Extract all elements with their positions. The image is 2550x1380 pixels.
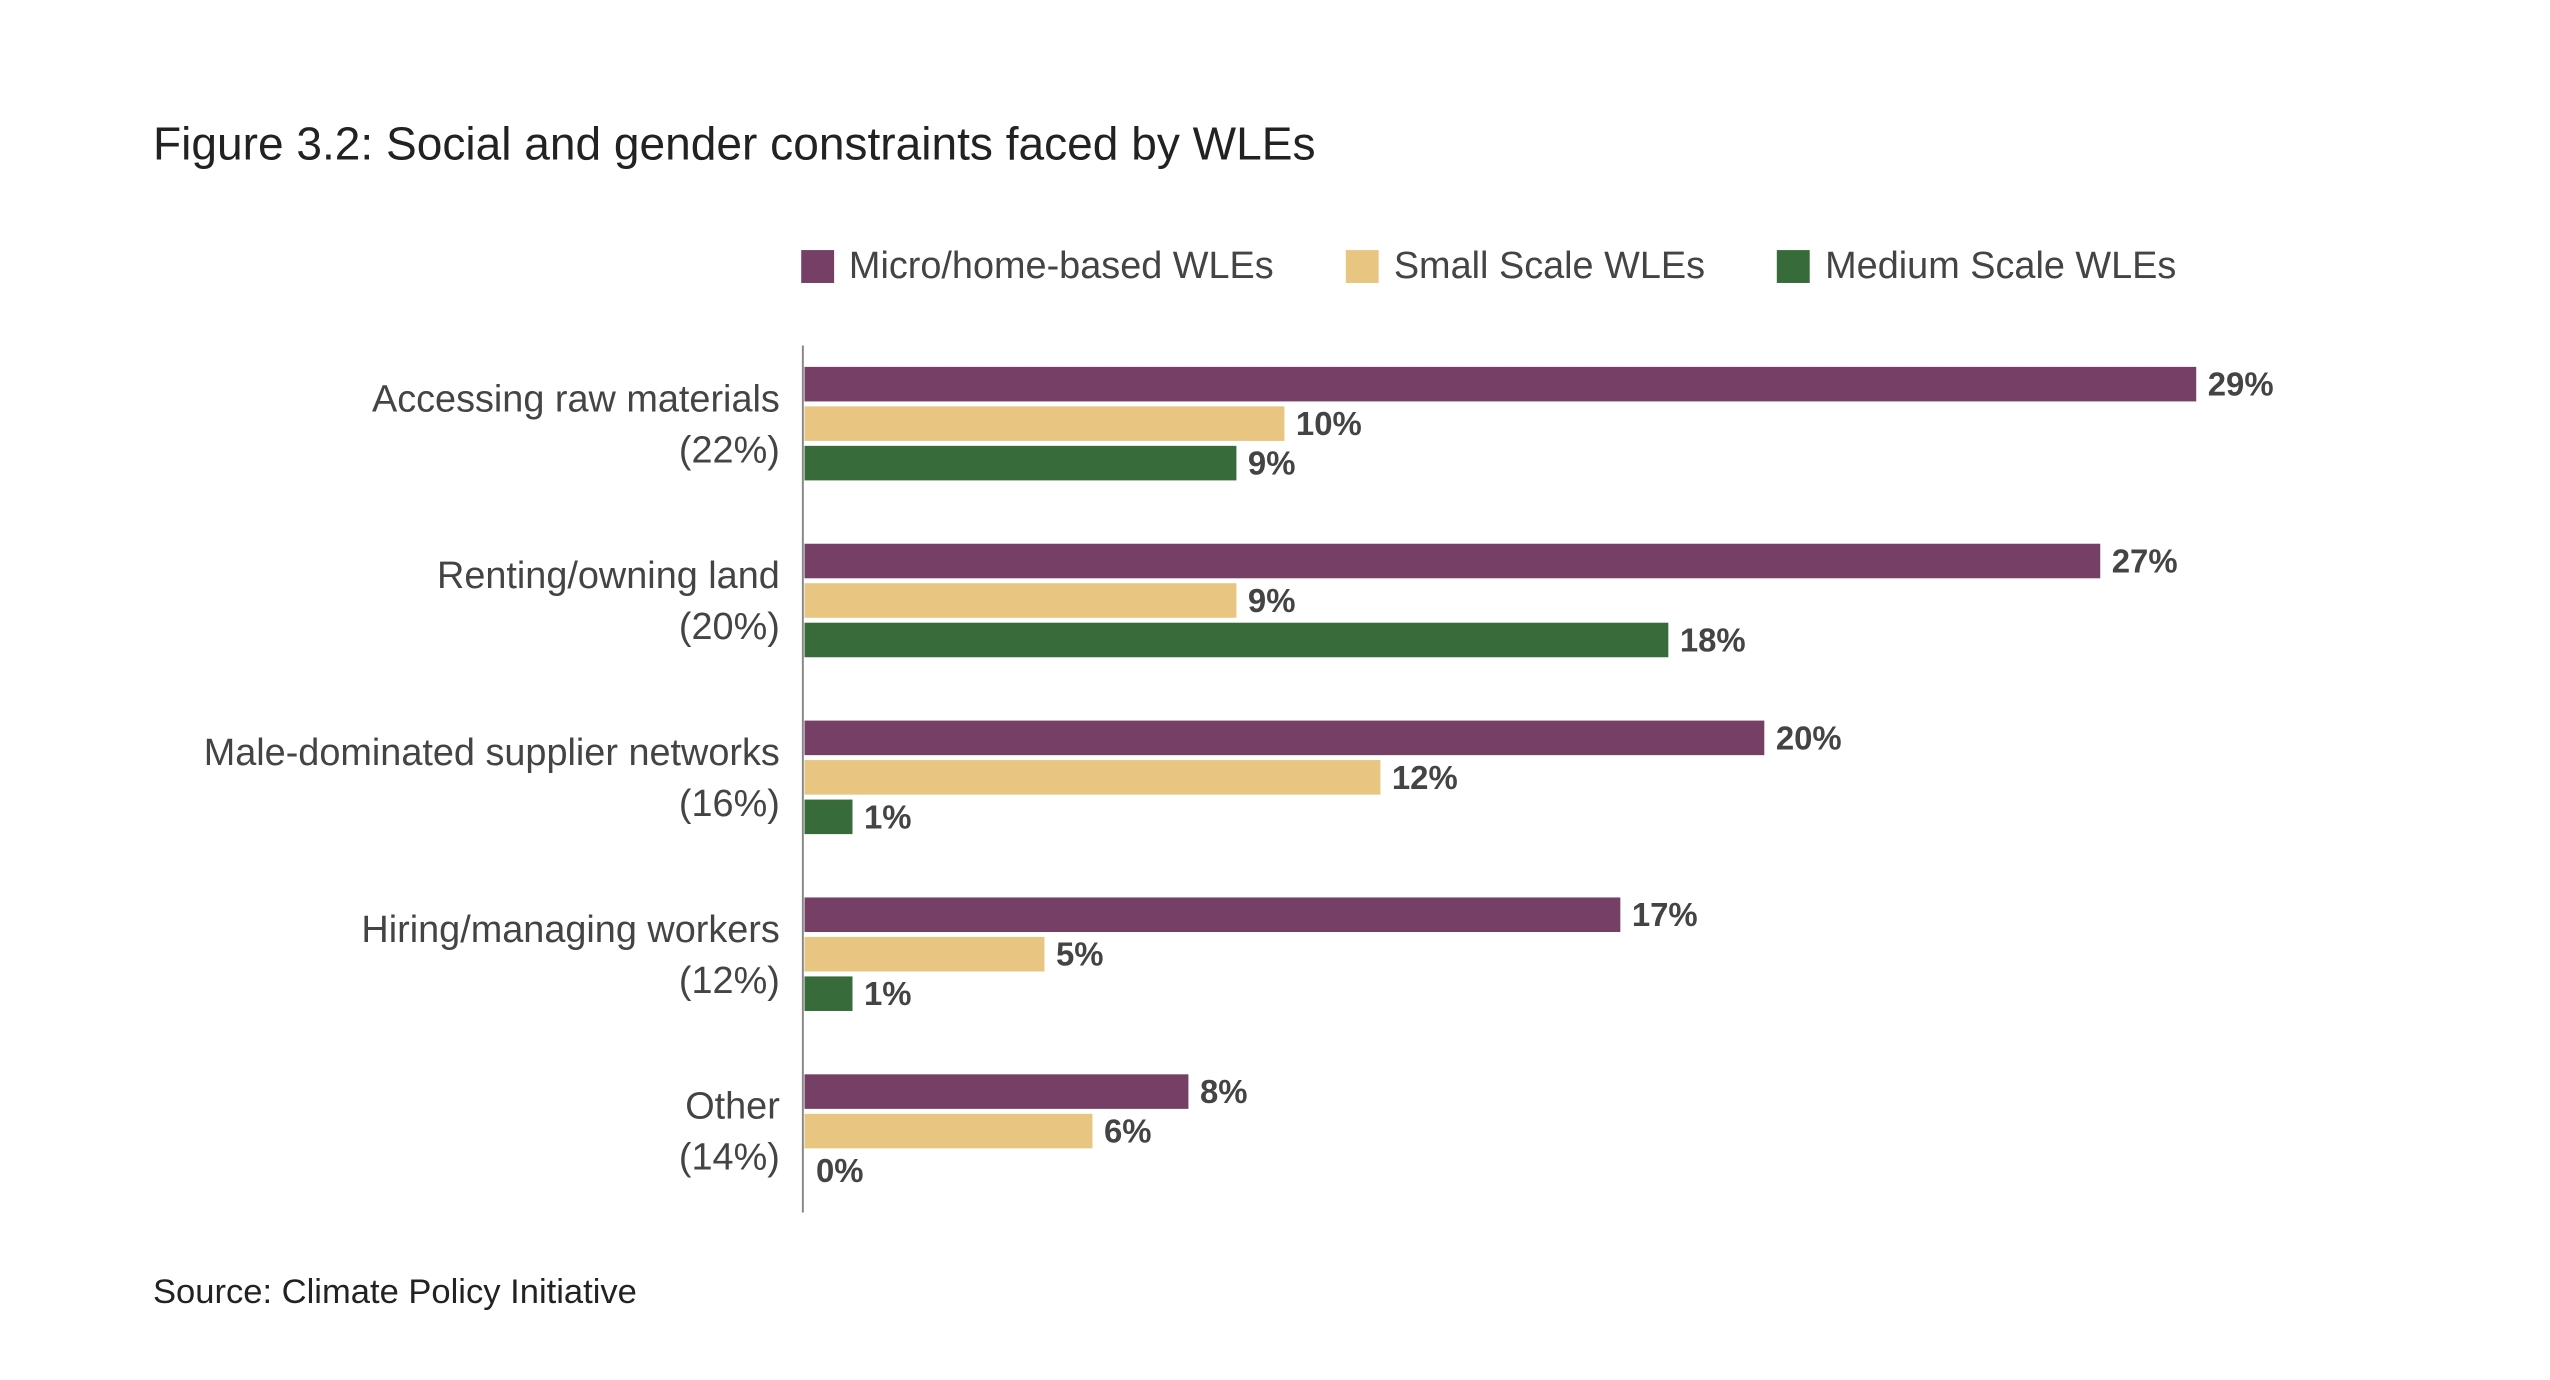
data-label: 1% xyxy=(864,975,912,1012)
category-label: Hiring/managing workers xyxy=(361,909,779,951)
category-label: (14%) xyxy=(679,1137,780,1179)
category-label: (20%) xyxy=(679,606,780,648)
category-label: Male-dominated supplier networks xyxy=(204,732,780,774)
bar xyxy=(804,976,853,1011)
bar xyxy=(804,366,2197,402)
data-label: 10% xyxy=(1296,405,1362,442)
bar xyxy=(804,1113,1093,1149)
data-label: 8% xyxy=(1200,1073,1248,1110)
legend-swatch-micro xyxy=(801,249,835,283)
bar xyxy=(804,720,1765,756)
legend-label-small: Small Scale WLEs xyxy=(1393,243,1706,287)
category-label: Other xyxy=(685,1086,780,1128)
data-label: 27% xyxy=(2112,543,2178,580)
bar xyxy=(804,936,1045,972)
legend-label-micro: Micro/home-based WLEs xyxy=(848,243,1274,287)
bar xyxy=(804,799,853,835)
category-label: (12%) xyxy=(679,960,780,1002)
chart-title: Figure 3.2: Social and gender constraint… xyxy=(153,118,1316,170)
legend-item-medium: Medium Scale WLEs xyxy=(1777,243,2176,287)
bar xyxy=(804,583,1237,618)
legend-item-micro: Micro/home-based WLEs xyxy=(801,243,1274,287)
category-label: (22%) xyxy=(679,429,780,471)
bar xyxy=(804,622,1669,658)
category-label: Accessing raw materials xyxy=(372,378,780,420)
data-label: 12% xyxy=(1392,759,1458,796)
legend-swatch-small xyxy=(1346,249,1380,283)
category-label: Renting/owning land xyxy=(437,555,780,597)
data-label: 6% xyxy=(1104,1113,1152,1150)
category-label: (16%) xyxy=(679,783,780,825)
data-label: 20% xyxy=(1776,719,1842,756)
bar xyxy=(804,897,1621,933)
legend: Micro/home-based WLEs Small Scale WLEs M… xyxy=(801,243,2176,287)
source-note: Source: Climate Policy Initiative xyxy=(153,1273,637,1312)
data-label: 1% xyxy=(864,798,912,835)
bar xyxy=(804,1074,1189,1109)
bar xyxy=(804,406,1285,441)
data-label: 0% xyxy=(816,1152,864,1189)
legend-item-small: Small Scale WLEs xyxy=(1346,243,1705,287)
bar xyxy=(804,760,1381,795)
legend-label-medium: Medium Scale WLEs xyxy=(1825,243,2177,287)
bar xyxy=(804,543,2101,579)
data-label: 9% xyxy=(1248,445,1296,482)
data-label: 29% xyxy=(2208,366,2274,403)
bar xyxy=(804,445,1237,481)
data-label: 18% xyxy=(1680,621,1746,658)
data-label: 17% xyxy=(1632,896,1698,933)
data-label: 9% xyxy=(1248,582,1296,619)
data-label: 5% xyxy=(1056,936,1104,973)
legend-swatch-medium xyxy=(1777,249,1811,283)
